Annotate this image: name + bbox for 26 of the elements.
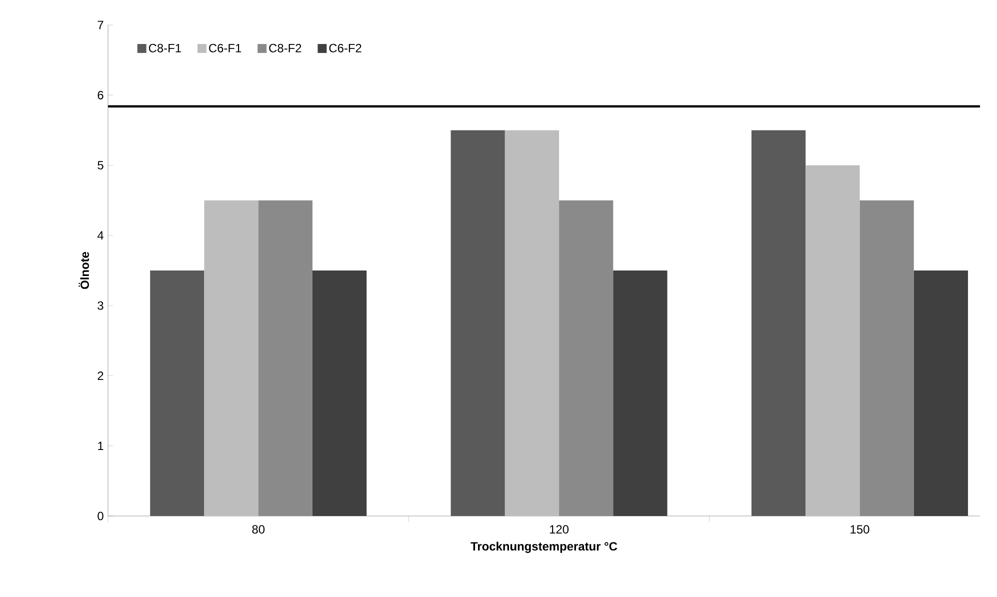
y-tick-label: 4: [97, 231, 104, 240]
y-axis-title: Ölnote: [78, 252, 89, 289]
y-tick-label: 1: [98, 442, 104, 450]
bar: [504, 130, 560, 516]
y-tick-label: 5: [98, 161, 104, 170]
x-axis-title: Trocknungstemperatur °C: [470, 542, 618, 553]
y-tick-label: 0: [98, 512, 104, 520]
x-tick-label: 150: [850, 525, 870, 534]
y-tick-label: 6: [98, 90, 104, 100]
bar: [204, 200, 258, 516]
bar: [450, 130, 505, 516]
bar: [312, 270, 367, 516]
legend-label: C8-F2: [269, 44, 302, 52]
y-tick-label: 7: [98, 20, 104, 30]
legend-label: C8-F1: [148, 44, 181, 52]
bar: [613, 270, 668, 516]
bar: [806, 165, 860, 516]
legend-label: C6-F2: [329, 44, 362, 52]
y-tick-label: 3: [98, 301, 104, 310]
x-tick-label: 80: [252, 525, 265, 534]
bar: [914, 270, 968, 516]
x-tick-label: 120: [550, 525, 569, 534]
legend-label: C6-F1: [209, 44, 242, 52]
bar: [150, 270, 204, 516]
y-tick-label: 2: [98, 372, 104, 380]
bar: [751, 130, 806, 516]
